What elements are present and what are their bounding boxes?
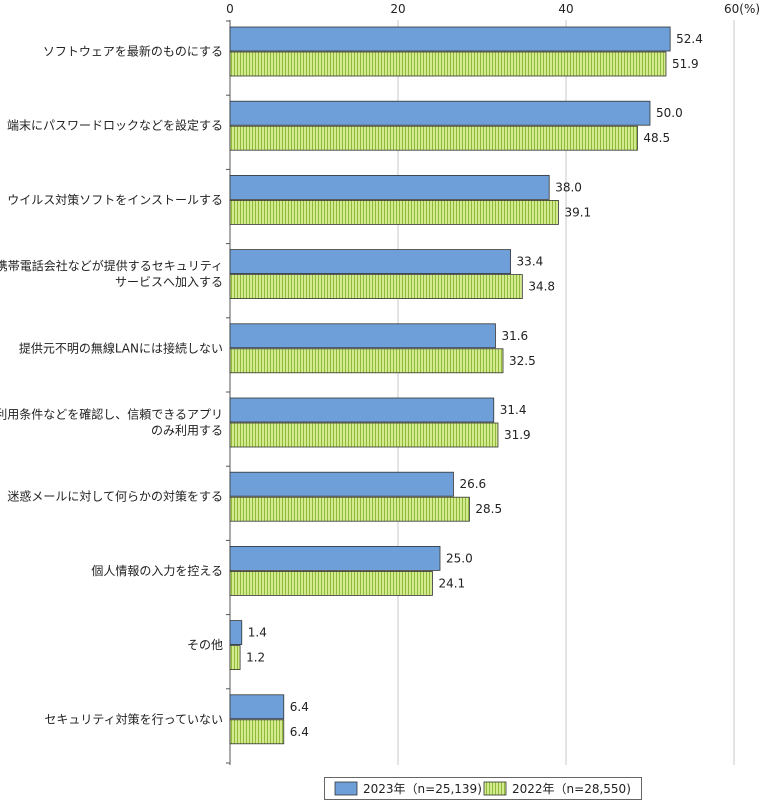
value-label-2023: 31.6: [501, 329, 528, 343]
bar-2023: [229, 620, 243, 645]
value-label-2023: 6.4: [290, 700, 309, 714]
bar-2023: [229, 26, 671, 52]
x-tick-label: 20: [390, 2, 405, 16]
legend-label-2022: 2022年（n=28,550): [512, 782, 631, 796]
bar-2022: [229, 348, 504, 374]
value-label-2023: 33.4: [517, 255, 544, 269]
category-label: 携帯電話会社などが提供するセキュリティ: [0, 258, 223, 273]
x-tick-label: 60(%): [724, 2, 760, 16]
value-label-2023: 38.0: [555, 180, 582, 194]
value-label-2023: 31.4: [500, 403, 527, 417]
value-label-2023: 1.4: [248, 626, 267, 640]
bar-2022: [229, 571, 433, 596]
bar-2023: [229, 100, 651, 126]
y-axis: [226, 20, 231, 765]
bar-2023: [229, 323, 496, 349]
bar-2022: [229, 274, 523, 300]
category-label: ウイルス対策ソフトをインストールする: [7, 193, 223, 207]
x-axis-ticks: 0 20 40 60(%): [226, 2, 760, 16]
bar-2022: [229, 719, 285, 745]
category-label: 迷惑メールに対して何らかの対策をする: [7, 490, 223, 504]
value-label-2022: 51.9: [672, 57, 699, 71]
bar-2022: [229, 496, 470, 522]
value-labels: 52.4 51.9 50.0 48.5 38.0 39.1 33.4 34.8 31.6 32.5…: [246, 32, 703, 739]
value-label-2023: 50.0: [656, 106, 683, 120]
bar-2023: [229, 249, 511, 275]
bar-2023: [229, 546, 441, 571]
x-tick-label: 0: [226, 2, 234, 16]
category-label: セキュリティ対策を行っていない: [44, 712, 223, 726]
legend-swatch-2022: [483, 781, 507, 796]
category-label: 端末にパスワードロックなどを設定する: [7, 118, 223, 133]
value-label-2023: 25.0: [446, 551, 473, 565]
legend-swatch-2023: [334, 781, 358, 796]
value-label-2022: 24.1: [438, 576, 465, 590]
bar-2023: [229, 471, 454, 497]
bar-2022: [229, 51, 667, 77]
value-label-2022: 48.5: [643, 131, 670, 145]
value-label-2022: 39.1: [564, 205, 591, 219]
value-label-2022: 31.9: [504, 428, 531, 442]
category-label: ソフトウェアを最新のものにする: [43, 44, 223, 59]
value-label-2023: 26.6: [459, 477, 486, 491]
value-label-2022: 1.2: [246, 651, 265, 665]
x-tick-label: 40: [558, 2, 573, 16]
bar-2022: [229, 125, 638, 151]
category-labels: ソフトウェアを最新のものにする端末にパスワードロックなどを設定するウイルス対策ソ…: [0, 44, 223, 727]
category-label: 提供元不明の無線LANには接続しない: [19, 340, 223, 355]
value-label-2022: 28.5: [475, 502, 502, 516]
value-label-2023: 52.4: [676, 32, 703, 46]
category-label: のみ利用する: [151, 424, 223, 438]
category-label: その他: [187, 638, 223, 652]
value-label-2022: 34.8: [528, 280, 555, 294]
category-label: 利用条件などを確認し、信頼できるアプリ: [0, 407, 223, 422]
bar-2023: [229, 397, 495, 423]
category-label: サービスへ加入する: [115, 275, 223, 289]
bar-2022: [229, 645, 241, 670]
bar-2023: [229, 174, 550, 200]
legend-frame: [324, 777, 642, 800]
bar-2022: [229, 422, 499, 448]
bars: [229, 26, 671, 745]
bar-2023: [229, 694, 285, 720]
value-label-2022: 6.4: [290, 725, 309, 739]
legend: 2023年（n=25,139) 2022年（n=28,550): [324, 777, 642, 800]
value-label-2022: 32.5: [509, 354, 536, 368]
bar-2022: [229, 199, 559, 225]
category-label: 個人情報の入力を控える: [91, 564, 223, 578]
legend-label-2023: 2023年（n=25,139): [363, 782, 482, 796]
